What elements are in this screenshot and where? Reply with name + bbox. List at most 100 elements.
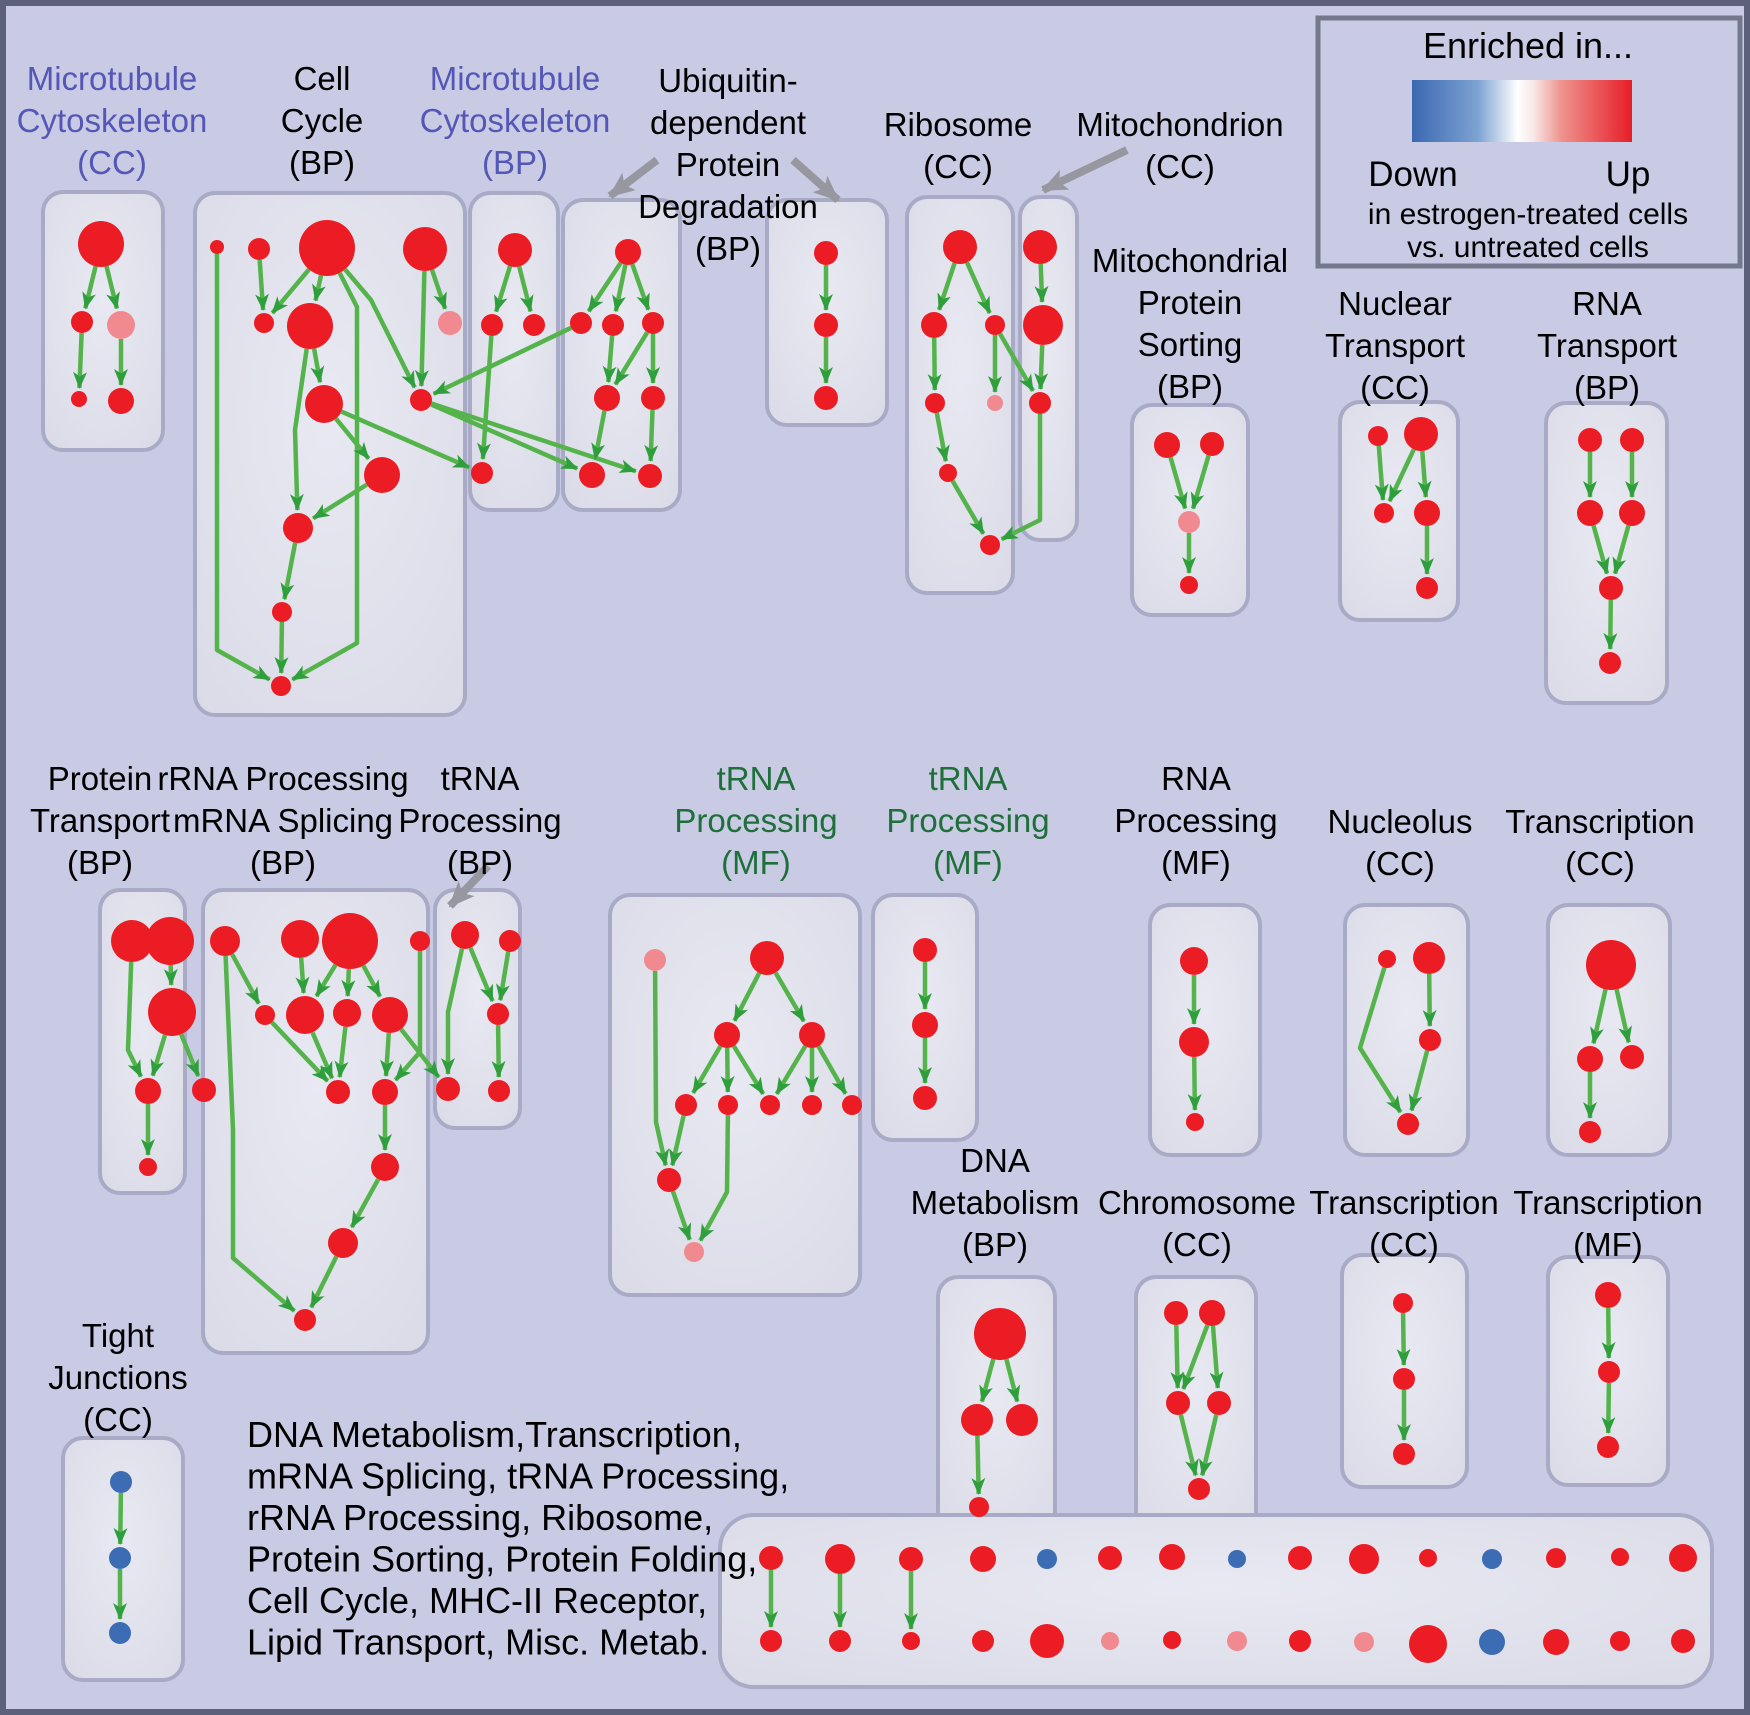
node-b2: [299, 220, 355, 276]
edge-c1-c3: [477, 335, 494, 460]
node-b3: [403, 227, 447, 271]
cluster-label-transcription_cc3: Transcription (CC): [1309, 1184, 1499, 1263]
node-j2: [1577, 500, 1603, 526]
edge-n2-n4: [691, 1045, 723, 1095]
node-e2: [814, 386, 838, 410]
node-i4: [1416, 577, 1438, 599]
node-n0: [644, 949, 666, 971]
cluster-label-rna_mf: RNA Processing (MF): [1114, 760, 1277, 881]
node-l6: [333, 999, 361, 1027]
node-s3: [969, 1497, 989, 1517]
cluster-box-chromosome: [1134, 1275, 1258, 1545]
node-d4: [594, 385, 620, 411]
edge-l12-l13: [309, 1255, 339, 1309]
node-i2: [1374, 503, 1394, 523]
node-p0: [1180, 947, 1208, 975]
node-p1: [1179, 1027, 1209, 1057]
node-f4: [987, 395, 1003, 411]
edge-l11-l12: [349, 1178, 381, 1229]
node-w1: [109, 1547, 131, 1569]
node-d1: [570, 312, 592, 334]
node-j1: [1620, 428, 1644, 452]
edge-b3-b6: [429, 269, 448, 310]
node-xt4: [1037, 1549, 1057, 1569]
node-xb11: [1479, 1629, 1505, 1655]
legend-up-label: Up: [1606, 155, 1651, 194]
edge-n3-n6: [774, 1044, 808, 1096]
node-b1: [248, 238, 270, 260]
cluster-label-transcription_mf: Transcription (MF): [1513, 1184, 1703, 1263]
edge-n5-n10: [698, 1114, 731, 1242]
node-xt13: [1611, 1548, 1629, 1566]
edge-q0-q3: [1357, 966, 1403, 1114]
edge-l6-l9: [334, 1026, 349, 1079]
node-xt14: [1669, 1544, 1697, 1572]
node-o2: [913, 1086, 937, 1110]
node-j0: [1578, 428, 1602, 452]
node-j5: [1599, 652, 1621, 674]
edge-b10-b11: [280, 542, 298, 601]
cluster-label-mito_sort: Mitochondrial Protein Sorting (BP): [1092, 242, 1288, 405]
node-d5: [641, 386, 665, 410]
cluster-box-rna_mf: [1148, 903, 1262, 1157]
node-o0: [913, 938, 937, 962]
node-d2: [602, 314, 624, 336]
node-l8: [192, 1078, 216, 1102]
edge-a0-a1: [82, 265, 98, 310]
cluster-label-nucleolus: Nucleolus (CC): [1328, 803, 1473, 882]
edge-b3-b8: [414, 270, 429, 387]
node-v1: [1598, 1361, 1620, 1383]
node-n10: [684, 1242, 704, 1262]
cluster-box-mito_sort: [1130, 403, 1250, 617]
edge-b2-b8: [343, 267, 417, 389]
node-g2: [1029, 392, 1051, 414]
edge-b2-b12: [291, 271, 360, 682]
node-k0: [111, 920, 153, 962]
node-w0: [110, 1471, 132, 1493]
node-b0: [210, 240, 224, 254]
node-t1: [1199, 1300, 1225, 1326]
edge-d0-d1: [586, 261, 623, 313]
node-xb0: [760, 1630, 782, 1652]
node-o1: [912, 1012, 938, 1038]
cluster-label-trna_bp: tRNA Processing (BP): [398, 760, 561, 881]
edge-b8-d6: [430, 402, 579, 471]
node-d3: [642, 312, 664, 334]
cluster-label-cell_cycle: Cell Cycle (BP): [281, 60, 364, 181]
cluster-label-mito: Mitochondrion (CC): [1076, 106, 1283, 185]
cluster-label-nuclear_transport: Nuclear Transport (CC): [1325, 285, 1465, 406]
cluster-label-chromosome: Chromosome (CC): [1098, 1184, 1296, 1263]
legend-down-label: Down: [1368, 155, 1457, 194]
node-a3: [71, 391, 87, 407]
node-xb8: [1289, 1630, 1311, 1652]
node-h2: [1178, 511, 1200, 533]
edge-b7-c3: [340, 409, 471, 470]
edge-q2-q3: [1408, 1050, 1430, 1112]
node-r2: [1620, 1045, 1644, 1069]
node-n2: [714, 1022, 740, 1048]
node-b11: [272, 602, 292, 622]
node-i3: [1414, 500, 1440, 526]
cluster-label-transcription_cc2: Transcription (CC): [1505, 803, 1695, 882]
node-b9: [364, 457, 400, 493]
node-xt3: [970, 1546, 996, 1572]
edge-g2-f6: [1000, 414, 1043, 542]
node-a0: [78, 221, 124, 267]
node-xb14: [1671, 1629, 1695, 1653]
node-f1: [921, 312, 947, 338]
edge-d4-d6: [591, 410, 607, 461]
cluster-box-transcription_cc2: [1546, 903, 1672, 1157]
edge-l2-l5: [314, 963, 338, 998]
cluster-label-mt_bp: Microtubule Cytoskeleton (BP): [420, 60, 611, 181]
node-b12: [271, 676, 291, 696]
edge-j3-j4: [1612, 524, 1631, 575]
node-l0: [210, 926, 240, 956]
edge-r0-r2: [1614, 988, 1632, 1044]
legend-gradient-bar: [1412, 80, 1632, 142]
node-q1: [1413, 942, 1445, 974]
node-r0: [1586, 940, 1636, 990]
node-f5: [939, 464, 957, 482]
node-xt7: [1228, 1550, 1246, 1568]
